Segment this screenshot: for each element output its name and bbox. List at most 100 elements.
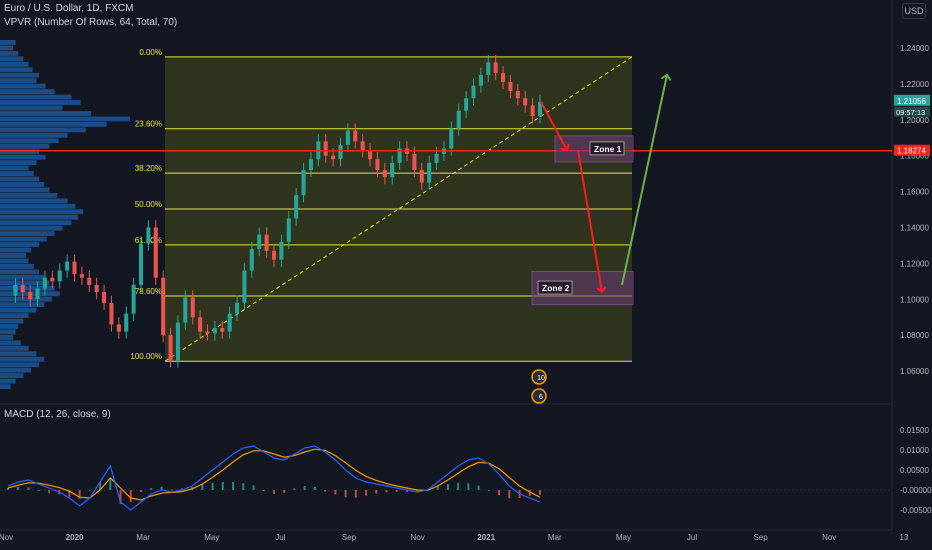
volume-profile-bar <box>0 72 39 78</box>
volume-profile-bar <box>0 198 68 204</box>
candle-body <box>397 148 402 163</box>
fib-trendline[interactable] <box>164 56 633 362</box>
time-tick-label: Nov <box>410 533 424 542</box>
candle-body <box>382 170 387 178</box>
time-tick-label: Sep <box>342 533 357 542</box>
macd-tick-label: -0.00500 <box>900 506 932 515</box>
macd-histogram-bar <box>416 490 419 492</box>
volume-profile-bar <box>0 258 29 264</box>
volume-profile-bar <box>0 105 63 111</box>
price-tick-label: 1.14000 <box>900 223 929 232</box>
volume-profile-bar <box>0 334 13 340</box>
event-badge[interactable] <box>531 388 547 404</box>
candle-body <box>515 91 520 99</box>
candle-body <box>530 105 535 117</box>
candle-body <box>493 62 498 74</box>
arrow-rebound-up[interactable] <box>621 75 667 286</box>
macd-histogram-bar <box>160 486 163 490</box>
volume-profile-bar <box>0 40 16 45</box>
candle-body <box>227 313 232 332</box>
candle-body <box>42 277 47 289</box>
fibonacci-retracement[interactable]: 0.00%23.60%38.20%50.00%61.80%78.60%100.0… <box>130 48 632 362</box>
candle-body <box>345 130 350 145</box>
macd-legend[interactable]: MACD (12, 26, close, 9) <box>4 409 111 420</box>
event-badge-count: 10 <box>537 375 545 382</box>
candle-body <box>50 277 55 282</box>
volume-profile-bar <box>0 182 45 187</box>
macd-histogram-bar <box>7 488 9 490</box>
vpvr-legend[interactable]: VPVR (Number Of Rows, 64, Total, 70) <box>4 17 178 28</box>
candle-body <box>390 162 395 178</box>
candle-body <box>271 250 277 260</box>
macd-histogram-bar <box>354 490 357 498</box>
volume-profile-bar <box>0 160 37 166</box>
macd-histogram-bar <box>375 490 378 494</box>
candle-body <box>28 292 33 300</box>
macd-histogram-bar <box>395 490 398 492</box>
macd-histogram-bar <box>232 482 235 490</box>
macd-pane <box>0 445 892 511</box>
candle-body <box>249 249 254 271</box>
volume-profile-bar <box>0 313 29 319</box>
volume-profile-bar <box>0 187 50 193</box>
currency-button[interactable]: USD <box>902 3 926 19</box>
macd-histogram-bar <box>88 490 91 491</box>
macd-histogram-bar <box>324 490 327 492</box>
macd-histogram-bar <box>457 482 460 490</box>
current-price-tag <box>894 94 930 106</box>
volume-profile-bar <box>0 242 39 247</box>
arrow-to-zone-2[interactable] <box>577 150 602 292</box>
volume-profile-bar <box>0 274 45 280</box>
macd-histogram-bar <box>119 490 122 504</box>
trendline[interactable] <box>164 56 633 362</box>
candle-body <box>131 284 136 314</box>
price-tick-label: 1.12000 <box>900 259 929 268</box>
volume-profile-bar <box>0 56 24 62</box>
candle-body <box>235 302 240 314</box>
volume-profile-bar <box>0 345 29 351</box>
time-tick-label: Mar <box>136 533 150 542</box>
candle-body <box>419 170 424 183</box>
candle-body <box>508 82 513 92</box>
symbol-legend[interactable]: Euro / U.S. Dollar, 1D, FXCM <box>4 3 134 14</box>
volume-profile-bar <box>0 263 34 269</box>
macd-tick-label: 0.01000 <box>900 446 929 455</box>
event-badges[interactable]: 10 6 <box>531 369 547 404</box>
candle-body <box>65 261 70 271</box>
candle-body <box>220 327 225 332</box>
zone-label-box <box>589 141 625 156</box>
price-tick-label: 1.08000 <box>900 331 929 340</box>
event-badge[interactable] <box>531 369 547 385</box>
macd-histogram-bar <box>17 486 20 490</box>
volume-profile-bar <box>0 67 33 73</box>
time-tick-label: May <box>204 533 219 542</box>
macd-histogram-bar <box>211 482 214 490</box>
macd-histogram-bar <box>140 490 142 492</box>
volume-profile-bar <box>0 100 81 105</box>
volume-profile-bar <box>0 280 50 286</box>
candle-body <box>183 297 188 323</box>
macd-histogram-bar <box>334 490 337 495</box>
volume-profile-bar <box>0 149 39 155</box>
projection-arrows[interactable] <box>540 75 667 292</box>
time-tick-label: Sep <box>753 533 768 542</box>
macd-line <box>7 445 541 511</box>
macd-histogram-bar <box>385 490 388 493</box>
fib-level-label: 100.00% <box>130 352 162 361</box>
volume-profile-bar <box>0 307 37 313</box>
candle-body <box>353 130 358 142</box>
volume-profile-bar <box>0 378 16 384</box>
volume-profile-bar <box>0 132 68 138</box>
price-tick-label: 1.22000 <box>900 80 929 89</box>
target-zones[interactable]: Zone 1 Zone 2 <box>531 135 634 306</box>
volume-profile-bar <box>0 203 76 209</box>
volume-profile-bar <box>0 111 91 116</box>
candle-body <box>464 98 469 111</box>
time-tick-label: May <box>616 533 631 542</box>
macd-histogram-bar <box>293 488 296 490</box>
volume-profile-bar <box>0 285 55 291</box>
candle-body <box>190 297 195 318</box>
arrow-to-zone-1[interactable] <box>540 101 567 150</box>
